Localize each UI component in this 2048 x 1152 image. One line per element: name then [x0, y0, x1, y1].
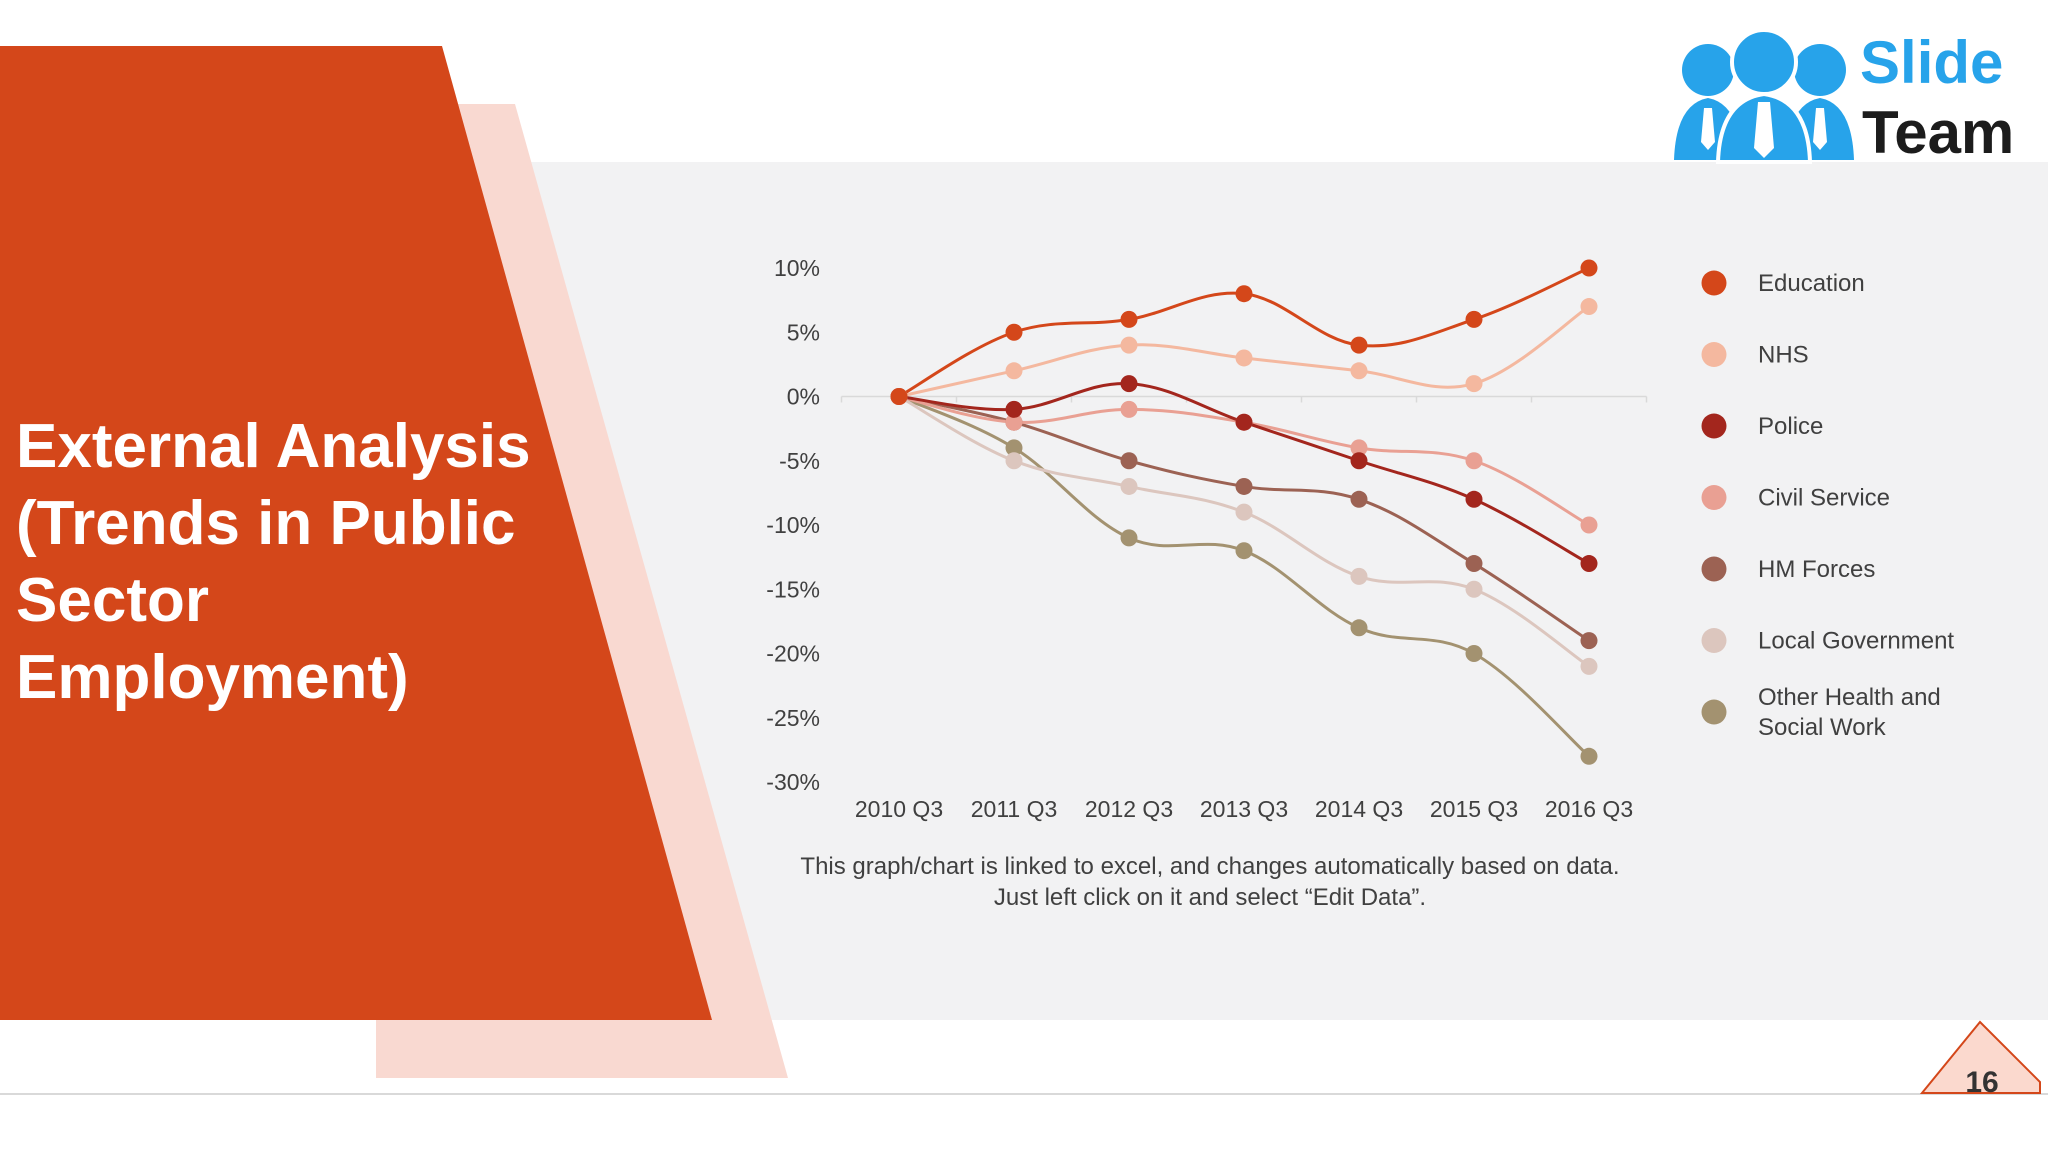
data-point	[1465, 555, 1483, 573]
data-point	[1580, 747, 1598, 765]
footer-divider	[0, 1093, 2048, 1095]
data-point	[890, 388, 908, 405]
data-point	[1005, 400, 1023, 418]
legend-item: Other Health and Social Work	[1701, 684, 1941, 741]
data-point	[1005, 362, 1023, 380]
legend-item: Police	[1701, 413, 1823, 440]
data-point	[1465, 490, 1483, 508]
data-point	[1235, 477, 1253, 495]
x-tick-label: 2011 Q3	[971, 796, 1058, 822]
legend-label: NHS	[1758, 342, 1809, 369]
legend-swatch	[1701, 485, 1727, 510]
data-point	[1235, 542, 1253, 560]
page-number: 16	[1965, 1066, 1999, 1099]
data-point	[1005, 413, 1023, 431]
legend-label: HM Forces	[1758, 556, 1875, 583]
data-point	[1235, 503, 1253, 521]
data-point	[1350, 336, 1368, 354]
chart-legend: Education NHS Police Civil Service HM Forces…	[1701, 270, 1954, 741]
legend-swatch	[1701, 699, 1727, 725]
y-tick-label: 10%	[774, 255, 820, 281]
legend-item: NHS	[1701, 342, 1809, 369]
x-axis-tick-labels: 2010 Q3 2011 Q3 2012 Q3 2013 Q3 2014 Q3 2015 …	[855, 796, 1633, 822]
legend-label: Civil Service	[1758, 485, 1890, 512]
y-tick-label: -10%	[766, 512, 820, 538]
data-point	[1350, 362, 1368, 380]
x-tick-label: 2013 Q3	[1200, 796, 1288, 822]
data-point	[1350, 439, 1368, 457]
y-axis-tick-labels: 10% 5% 0% -5% -10% -15% -20% -25% -30%	[766, 255, 820, 795]
x-tick-label: 2012 Q3	[1085, 796, 1173, 822]
legend-swatch	[1701, 628, 1727, 653]
y-tick-label: -5%	[779, 448, 820, 474]
data-point	[1580, 298, 1598, 316]
logo-text-team: Team	[1862, 99, 2015, 166]
data-point	[1005, 439, 1023, 457]
data-point	[1005, 323, 1023, 341]
data-point	[1005, 452, 1023, 470]
y-tick-label: -15%	[766, 576, 820, 602]
legend-item: HM Forces	[1701, 556, 1875, 583]
chart-note: This graph/chart is linked to excel, and…	[800, 853, 1620, 911]
data-point	[1465, 310, 1483, 328]
y-tick-label: -20%	[766, 641, 820, 667]
data-point	[1580, 516, 1598, 534]
y-tick-label: -25%	[766, 705, 820, 731]
data-point	[1120, 477, 1138, 495]
y-tick-label: 0%	[787, 384, 820, 410]
legend-swatch	[1701, 270, 1727, 296]
data-point	[1120, 400, 1138, 418]
data-point	[1120, 336, 1138, 354]
page-house-shape	[1919, 1020, 2041, 1094]
series-markers	[890, 259, 1598, 765]
legend-label: Education	[1758, 270, 1865, 297]
legend-label: Other Health and	[1758, 684, 1941, 711]
data-point	[1235, 349, 1253, 367]
logo-text-slide: Slide	[1860, 29, 2004, 96]
data-point	[1120, 375, 1138, 393]
slide-title: External Analysis (Trends in Public Sect…	[16, 412, 531, 712]
data-point	[1465, 580, 1483, 598]
orange-title-panel	[0, 46, 712, 1020]
three-people-icon	[1674, 28, 1854, 164]
legend-label: Police	[1758, 413, 1823, 440]
data-point	[1580, 632, 1598, 650]
data-point	[1120, 310, 1138, 328]
data-point	[1350, 567, 1368, 585]
data-point	[1580, 259, 1598, 277]
legend-label: Local Government	[1758, 628, 1954, 655]
x-tick-label: 2014 Q3	[1315, 796, 1403, 822]
company-logo: Slide Team	[1664, 28, 2024, 168]
data-point	[1235, 285, 1253, 303]
data-point	[1350, 619, 1368, 637]
data-point	[1465, 375, 1483, 393]
legend-label: Social Work	[1758, 714, 1887, 741]
data-point	[1580, 657, 1598, 675]
data-point	[1465, 645, 1483, 662]
data-point	[1350, 490, 1368, 508]
legend-item: Civil Service	[1701, 485, 1890, 512]
x-tick-label: 2010 Q3	[855, 796, 943, 822]
data-point	[1120, 529, 1138, 547]
data-point	[1580, 555, 1598, 573]
y-tick-label: 5%	[787, 319, 820, 345]
data-point	[1235, 413, 1253, 431]
x-tick-label: 2016 Q3	[1545, 796, 1633, 822]
data-point	[1350, 452, 1368, 470]
y-tick-label: -30%	[766, 769, 820, 795]
data-point	[1465, 452, 1483, 470]
legend-swatch	[1701, 556, 1727, 582]
x-tick-label: 2015 Q3	[1430, 796, 1518, 822]
legend-item: Local Government	[1701, 628, 1954, 655]
legend-swatch	[1701, 342, 1727, 367]
legend-item: Education	[1701, 270, 1865, 297]
chart-background-panel	[500, 162, 2048, 1020]
legend-swatch	[1701, 413, 1727, 439]
data-point	[1120, 452, 1138, 470]
